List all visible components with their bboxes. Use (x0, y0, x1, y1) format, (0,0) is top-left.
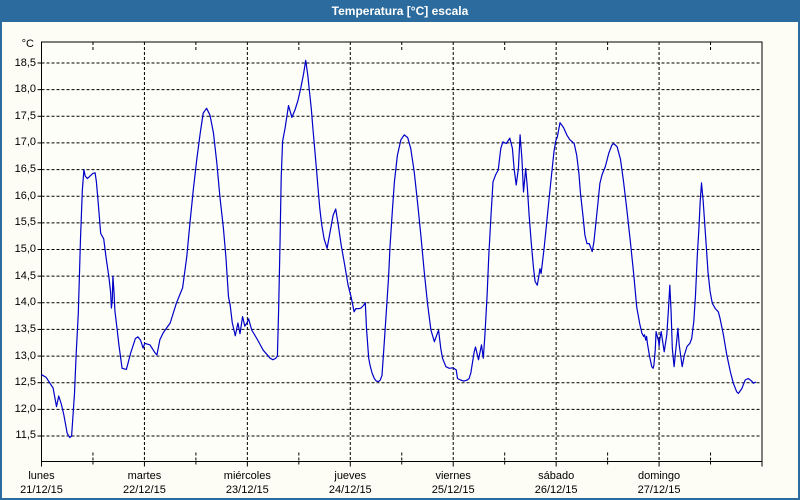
y-tick-label: 15,5 (14, 216, 36, 229)
x-day-label: jueves (334, 470, 367, 482)
plot-frame (41, 41, 763, 462)
x-day-label: viernes (435, 470, 471, 482)
y-tick-label: 16,0 (14, 189, 36, 202)
y-tick-label: 18,0 (14, 83, 36, 96)
y-tick-label: 13,5 (14, 322, 36, 335)
x-day-label: lunes (28, 470, 55, 482)
x-day-label: sábado (538, 470, 575, 482)
y-tick-label: 17,5 (14, 109, 36, 122)
x-date-label: 23/12/15 (225, 484, 269, 496)
y-tick-label: 18,5 (14, 56, 36, 69)
x-date-label: 25/12/15 (431, 484, 475, 496)
x-day-label: martes (127, 470, 162, 482)
y-tick-label: 13,0 (14, 349, 36, 362)
y-tick-label: 16,5 (14, 163, 36, 176)
x-date-label: 26/12/15 (534, 484, 578, 496)
x-date-label: 27/12/15 (637, 484, 681, 496)
y-axis-unit-label: °C (21, 38, 34, 50)
window-title: Temperatura [°C] escala (331, 4, 469, 18)
x-day-label: miércoles (223, 470, 271, 482)
x-date-label: 22/12/15 (123, 484, 166, 496)
y-tick-label: 12,5 (14, 376, 36, 389)
temperature-line (40, 59, 757, 439)
y-tick-label: 17,0 (14, 136, 36, 149)
title-bar[interactable]: Temperatura [°C] escala (0, 0, 800, 22)
y-tick-label: 14,5 (14, 269, 36, 282)
y-tick-label: 11,5 (15, 429, 36, 442)
plot-area (41, 42, 762, 462)
y-tick-label: 12,0 (14, 402, 36, 415)
y-tick-label: 14,0 (14, 296, 36, 309)
x-day-label: domingo (637, 470, 681, 482)
y-tick-label: 15,0 (14, 242, 36, 255)
x-date-label: 21/12/15 (20, 484, 63, 496)
x-date-label: 24/12/15 (328, 484, 372, 496)
